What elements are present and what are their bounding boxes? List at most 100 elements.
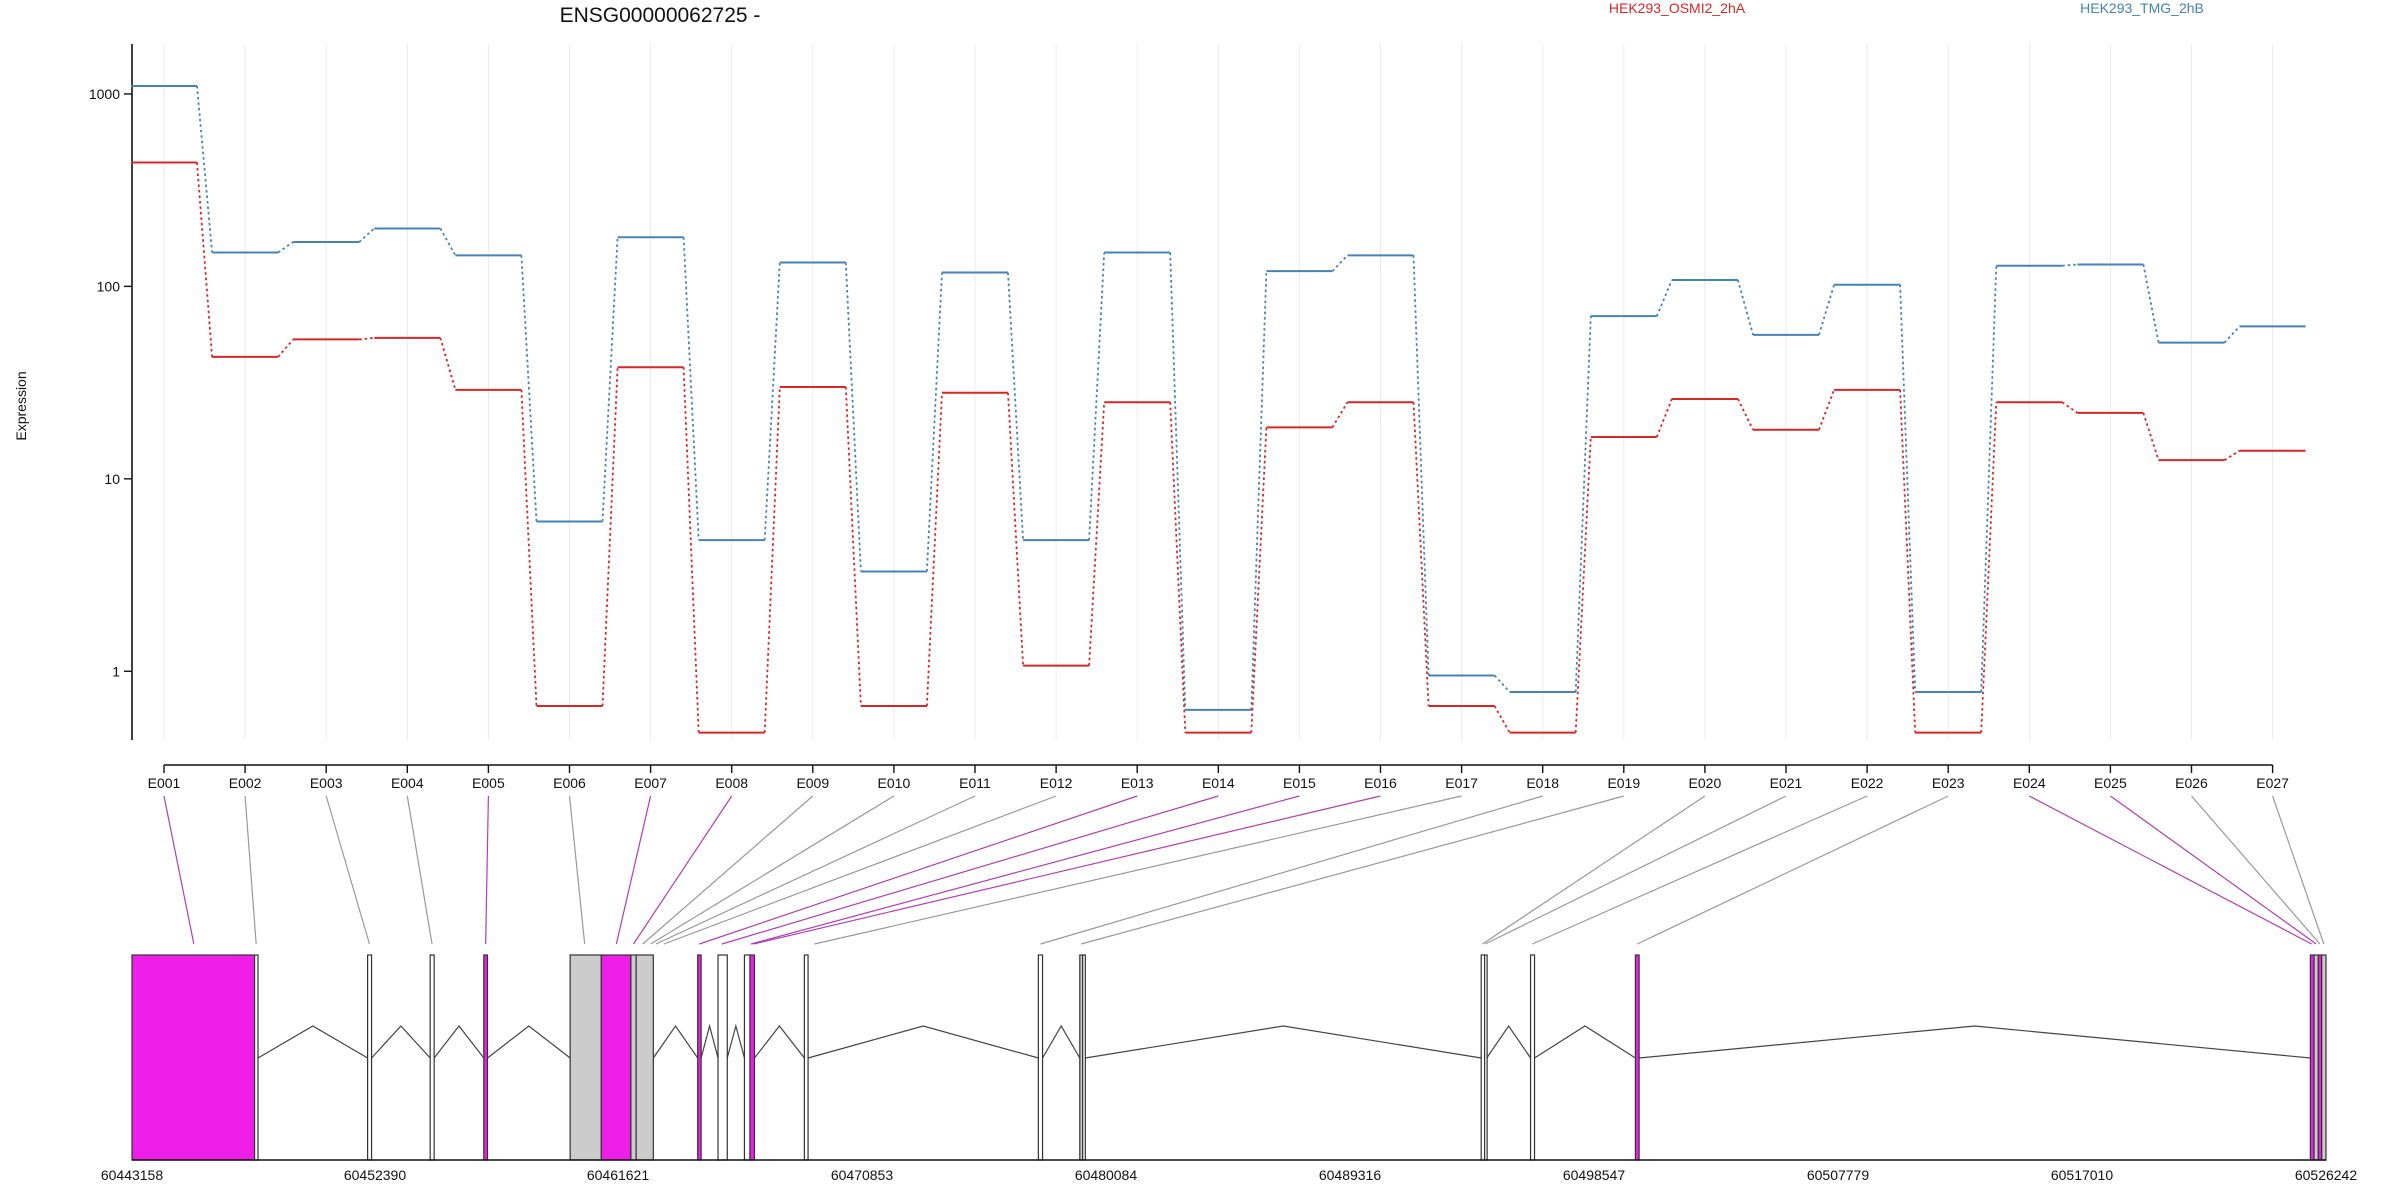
data-transition bbox=[1493, 674, 1511, 693]
data-transition bbox=[1412, 255, 1430, 676]
data-transition bbox=[1655, 279, 1673, 317]
data-transition bbox=[601, 367, 619, 707]
exon-bin bbox=[1634, 954, 1640, 1161]
data-transition bbox=[277, 338, 294, 358]
genomic-coordinate-label: 60461621 bbox=[587, 1167, 650, 1183]
x-tick-label: E012 bbox=[1040, 775, 1073, 791]
exon-bin bbox=[2313, 954, 2319, 1161]
series-HEK293_TMG_2hB bbox=[131, 84, 2306, 711]
intron bbox=[1639, 1025, 2311, 1059]
intron bbox=[807, 1025, 1039, 1059]
y-axis-title: Expression bbox=[13, 371, 29, 440]
x-tick-label: E008 bbox=[715, 775, 748, 791]
data-transition bbox=[2062, 263, 2078, 267]
x-tick-label: E022 bbox=[1851, 775, 1884, 791]
exon-connector bbox=[1484, 795, 1787, 945]
data-transition bbox=[196, 85, 213, 253]
x-tick-label: E017 bbox=[1445, 775, 1478, 791]
axes: 1 10 100 1000 E001 E002 E003 E004 E005 E006 E007 E0… bbox=[89, 44, 2289, 791]
y-tick-label: 1000 bbox=[89, 86, 120, 102]
data-transition bbox=[1250, 427, 1268, 733]
y-tick-label: 100 bbox=[97, 278, 121, 294]
data-transition bbox=[682, 367, 700, 733]
x-tick-label: E027 bbox=[2256, 775, 2289, 791]
x-tick-label: E015 bbox=[1283, 775, 1316, 791]
exon-connector bbox=[663, 795, 1057, 945]
exon-connector bbox=[1532, 795, 1868, 945]
genomic-coordinate-label: 60517010 bbox=[2051, 1167, 2114, 1183]
exon-connector bbox=[699, 795, 1138, 945]
x-tick-label: E002 bbox=[229, 775, 262, 791]
exon-connectors bbox=[163, 795, 2325, 945]
x-tick-label: E009 bbox=[796, 775, 829, 791]
data-transition bbox=[926, 272, 943, 572]
genomic-coordinate-label: 60498547 bbox=[1563, 1167, 1626, 1183]
data-transition bbox=[926, 392, 943, 707]
exon-bin bbox=[1529, 954, 1536, 1161]
x-tick-label: E007 bbox=[634, 775, 667, 791]
exon-connector bbox=[325, 795, 371, 945]
data-transition bbox=[277, 241, 294, 254]
data-transition bbox=[1818, 284, 1835, 336]
exon-connector bbox=[721, 795, 1219, 945]
data-transition bbox=[439, 228, 457, 256]
exon-connector bbox=[615, 795, 652, 945]
data-transition bbox=[2142, 412, 2160, 461]
exon-bin bbox=[1037, 954, 1044, 1161]
exon-bin bbox=[1082, 954, 1086, 1161]
exon-connector bbox=[1080, 795, 1624, 945]
intron bbox=[652, 1024, 699, 1059]
genomic-coordinate-label: 60470853 bbox=[831, 1167, 894, 1183]
exon-connector bbox=[1040, 795, 1543, 945]
genomic-coordinate-label: 60507779 bbox=[1807, 1167, 1870, 1183]
intron bbox=[433, 1025, 485, 1059]
intron bbox=[1085, 1025, 1482, 1059]
data-transition bbox=[1493, 705, 1511, 734]
x-tick-label: E001 bbox=[148, 775, 181, 791]
x-tick-label: E010 bbox=[878, 775, 911, 791]
exon-bin bbox=[749, 954, 756, 1161]
data-transition bbox=[1655, 398, 1673, 438]
y-tick-label: 1 bbox=[112, 663, 120, 679]
exon-bin bbox=[367, 954, 373, 1161]
genomic-coordinate-label: 60480084 bbox=[1075, 1167, 1138, 1183]
gene-model: 60443158 60452390 60461621 60470853 60480084… bbox=[101, 954, 2357, 1183]
data-transition bbox=[1737, 398, 1754, 431]
exon-connector bbox=[750, 795, 1300, 945]
genomic-coordinate-label: 60452390 bbox=[344, 1167, 407, 1183]
exon-bin bbox=[743, 954, 751, 1161]
intron bbox=[1486, 1024, 1532, 1059]
exon-bin bbox=[253, 954, 259, 1161]
exon-connector bbox=[2110, 795, 2317, 945]
exon-bin bbox=[429, 954, 435, 1161]
exon-connector bbox=[753, 795, 1381, 945]
x-tick-label: E021 bbox=[1770, 775, 1803, 791]
x-tick-label: E004 bbox=[391, 775, 424, 791]
data-transition bbox=[2224, 449, 2241, 461]
exon-connector bbox=[568, 795, 586, 945]
intron bbox=[487, 1025, 571, 1059]
exon-connector bbox=[244, 795, 257, 945]
x-tick-label: E003 bbox=[310, 775, 343, 791]
intron bbox=[1042, 1024, 1081, 1059]
exon-bin bbox=[717, 954, 728, 1161]
exon-connector bbox=[2029, 795, 2312, 945]
data-transition bbox=[196, 162, 213, 357]
exon-connector bbox=[163, 795, 195, 945]
series-lines bbox=[131, 84, 2306, 734]
chart-title: ENSG00000062725 - bbox=[560, 4, 761, 27]
intron bbox=[753, 1025, 805, 1059]
x-tick-label: E025 bbox=[2094, 775, 2127, 791]
legend-entry-tmg: HEK293_TMG_2hB bbox=[2080, 0, 2204, 16]
data-transition bbox=[682, 237, 700, 541]
data-transition bbox=[763, 386, 781, 733]
exon-bin bbox=[630, 954, 637, 1161]
data-transition bbox=[1007, 272, 1024, 541]
exon-connector bbox=[655, 795, 976, 945]
data-transition bbox=[1331, 254, 1349, 272]
data-transition bbox=[1980, 402, 1998, 733]
y-tick-label: 10 bbox=[104, 471, 120, 487]
data-transition bbox=[1412, 402, 1430, 707]
intron bbox=[1534, 1025, 1636, 1059]
